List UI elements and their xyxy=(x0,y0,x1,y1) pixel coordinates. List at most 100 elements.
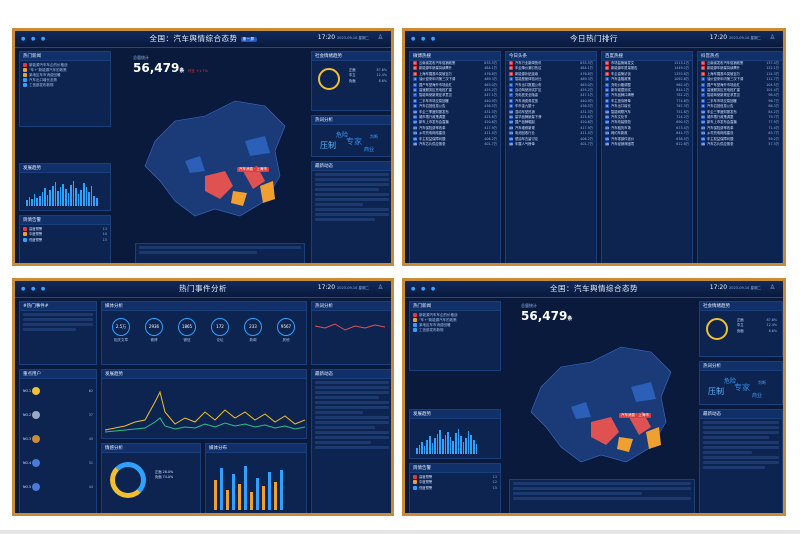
user-row[interactable]: NO.1 62 xyxy=(20,379,96,403)
ranking-item[interactable]: 8 车主投诉榜单 774.6万 xyxy=(602,98,692,104)
ranking-item[interactable]: 12 汽车改装规范 690.5万 xyxy=(602,120,692,125)
user-icon[interactable]: ♙ xyxy=(769,284,775,291)
ranking-value: 476.8万 xyxy=(484,71,497,76)
ranking-item[interactable]: 6 高速服务区充电桩扩建 455.2万 xyxy=(410,88,500,93)
ranking-item[interactable]: 4 油价迎来年内第三次下调 469.3万 xyxy=(410,77,500,82)
ranking-item[interactable]: 2 新能源车质量报告 1449.2万 xyxy=(602,66,692,71)
warning-row[interactable]: 高度预警 13 xyxy=(20,227,110,232)
ranking-item[interactable]: 16 车展人气榜单 401.7万 xyxy=(506,142,596,147)
ranking-item[interactable]: 15 车主权益保障问题 406.2万 xyxy=(410,136,500,142)
ranking-item[interactable]: 9 汽车召回信息公告 86.3万 xyxy=(698,104,782,109)
ranking-item[interactable]: 14 网约车新政 641.7万 xyxy=(602,131,692,136)
user-row[interactable]: NO.4 31 xyxy=(20,451,96,475)
metric-label: 微信 xyxy=(183,338,191,342)
user-icon[interactable]: ♙ xyxy=(769,34,775,41)
ranking-item[interactable]: 1 市场监管局发文 1513.1万 xyxy=(602,61,692,66)
ranking-item[interactable]: 15 汽车零部件涨价 638.5万 xyxy=(602,136,692,142)
news-item[interactable]: "车+"新能源汽车的政策 xyxy=(410,318,500,323)
ranking-item[interactable]: 12 国产品牌崛起 420.6万 xyxy=(506,120,596,125)
ranking-item[interactable]: 1 云南省发布汽车促销政策 137.4万 xyxy=(698,61,782,66)
ranking-item[interactable]: 4 汽车金融政策 1092.6万 xyxy=(602,77,692,82)
ranking-item[interactable]: 5 充电价格调整 962.4万 xyxy=(602,82,692,88)
ranking-item[interactable]: 10 智能网联汽车 751.8万 xyxy=(602,109,692,115)
header: ● ● ● 今日热门排行 17:20 2023-09-10 星期二 ♙ xyxy=(405,31,783,48)
user-icon[interactable]: ♙ xyxy=(377,34,383,41)
ranking-item[interactable]: 11 城市限行政策调整 425.8万 xyxy=(410,115,500,120)
ranking-item[interactable]: 10 车企三季度财报发布 84.2万 xyxy=(698,109,782,115)
ranking-item[interactable]: 5 国产车型海外市场走红 104.5万 xyxy=(698,82,782,88)
ranking-item[interactable]: 5 国产车型海外市场走红 463.0万 xyxy=(410,82,500,88)
ranking-item[interactable]: 11 城市限行政策调整 79.7万 xyxy=(698,115,782,120)
ranking-item[interactable]: 9 汽车召回信息公告 436.5万 xyxy=(410,104,500,109)
ranking-item[interactable]: 2 新能源车销量持续攀升 122.1万 xyxy=(698,66,782,71)
ranking-item[interactable]: 9 车市金九银十 436.5万 xyxy=(506,104,596,109)
ranking-item[interactable]: 3 上海车展观众突破百万 476.8万 xyxy=(410,71,500,77)
ranking-item[interactable]: 7 充电桩安全隐患 447.1万 xyxy=(506,93,596,98)
ranking-item[interactable]: 6 新车碰撞测试 844.1万 xyxy=(602,88,692,93)
menu-dots-icon[interactable]: ● ● ● xyxy=(21,36,48,42)
ranking-item[interactable]: 14 乡村充电网络建设 411.4万 xyxy=(410,131,500,136)
ranking-item[interactable]: 11 豪华品牌销量下滑 425.8万 xyxy=(506,115,596,120)
ranking-item[interactable]: 14 乡村充电网络建设 63.7万 xyxy=(698,131,782,136)
ranking-item[interactable]: 8 汽车消费券发放 440.9万 xyxy=(506,98,596,104)
ranking-item[interactable]: 7 汽车品牌口碑榜 781.2万 xyxy=(602,93,692,98)
rank-number: 16 xyxy=(605,142,609,147)
news-item[interactable]: 工信部发布新规 xyxy=(410,328,500,333)
warning-row[interactable]: 中度预警 12 xyxy=(410,480,500,485)
ranking-item[interactable]: 13 汽车保险费率改革 417.9万 xyxy=(410,125,500,131)
menu-dots-icon[interactable]: ● ● ● xyxy=(411,286,438,292)
ranking-item[interactable]: 16 汽车芯片供应紧张 57.5万 xyxy=(698,142,782,147)
user-row[interactable]: NO.3 45 xyxy=(20,427,96,451)
ranking-item[interactable]: 16 汽车经销商困境 612.8万 xyxy=(602,142,692,147)
ranking-item[interactable]: 1 汽车行业新闻快讯 835.5万 xyxy=(506,61,596,66)
ranking-item[interactable]: 5 汽车出口数据公布 463.0万 xyxy=(506,82,596,88)
ranking-item[interactable]: 4 油价迎来年内第三次下调 111.7万 xyxy=(698,77,782,82)
ranking-item[interactable]: 6 高速服务区充电桩扩建 101.4万 xyxy=(698,88,782,93)
ranking-item[interactable]: 7 智能驾驶新规征求意见 98.4万 xyxy=(698,93,782,98)
news-item[interactable]: 某地区车市消费回暖 xyxy=(410,323,500,328)
news-item[interactable]: 某地区车市消费回暖 xyxy=(20,73,110,78)
ranking-item[interactable]: 3 新能源补贴延续 476.8万 xyxy=(506,71,596,77)
news-item[interactable]: 新能源汽车车企的价格战 xyxy=(410,313,500,318)
ranking-item[interactable]: 2 新能源车销量持续攀升 484.1万 xyxy=(410,66,500,71)
user-row[interactable]: NO.5 44 xyxy=(20,475,96,499)
ranking-item[interactable]: 3 车企高管访谈 1355.8万 xyxy=(602,71,692,77)
warning-row[interactable]: 高度预警 13 xyxy=(410,475,500,480)
ranking-item[interactable]: 16 汽车芯片供应紧张 401.7万 xyxy=(410,142,500,147)
ranking-item[interactable]: 12 新车上市发布会直播 420.6万 xyxy=(410,120,500,125)
ranking-item[interactable]: 1 云南省发布汽车促销政策 835.5万 xyxy=(410,61,500,66)
menu-dots-icon[interactable]: ● ● ● xyxy=(21,286,48,292)
news-item[interactable]: 工信部发布新规 xyxy=(20,83,110,88)
warning-row[interactable]: 低度预警 15 xyxy=(410,485,500,491)
user-icon[interactable]: ♙ xyxy=(377,284,383,291)
ranking-item[interactable]: 8 二手车市场交易回暖 440.9万 xyxy=(410,98,500,104)
china-map[interactable] xyxy=(509,327,693,477)
ranking-item[interactable]: 14 电池回收行业 411.4万 xyxy=(506,131,596,136)
news-item[interactable]: 新能源汽车车企的价格战 xyxy=(20,63,110,68)
ranking-item[interactable]: 15 燃油车去留讨论 406.2万 xyxy=(506,136,596,142)
ranking-item[interactable]: 7 智能驾驶新规征求意见 447.1万 xyxy=(410,93,500,98)
news-item[interactable]: 汽车出口增长态势 xyxy=(20,78,110,83)
ranking-item[interactable]: 11 汽车文化节 724.2万 xyxy=(602,115,692,120)
menu-dots-icon[interactable]: ● ● ● xyxy=(411,36,438,42)
ranking-item[interactable]: 12 新车上市发布会直播 77.9万 xyxy=(698,120,782,125)
ranking-item[interactable]: 10 车企三季度财报发布 431.3万 xyxy=(410,109,500,115)
ranking-item[interactable]: 15 车主权益保障问题 59.2万 xyxy=(698,136,782,142)
warning-row[interactable]: 中度预警 10 xyxy=(20,232,110,237)
ranking-item[interactable]: 8 二手车市场交易回暖 96.7万 xyxy=(698,98,782,104)
ranking-item[interactable]: 13 汽车保险费率改革 71.4万 xyxy=(698,125,782,131)
ranking-item[interactable]: 6 自动驾驶测试扩区 455.2万 xyxy=(506,88,596,93)
ranking-item[interactable]: 4 智能座舱体验对比 469.3万 xyxy=(506,77,596,82)
ranking-item[interactable]: 9 汽车出口增长 767.3万 xyxy=(602,104,692,109)
news-item[interactable]: "车+"新能源汽车的政策 xyxy=(20,68,110,73)
warning-row[interactable]: 低度预警 15 xyxy=(20,237,110,243)
ranking-item[interactable]: 2 车企降价潮引热议 484.1万 xyxy=(506,66,596,71)
ranking-item[interactable]: 13 汽车维修新规 417.9万 xyxy=(506,125,596,131)
ranking-item[interactable]: 13 汽车租赁市场 673.4万 xyxy=(602,125,692,131)
ranking-item[interactable]: 3 上海车展观众突破百万 114.3万 xyxy=(698,71,782,77)
china-map[interactable] xyxy=(125,81,305,231)
page-divider xyxy=(0,530,800,534)
ranking-item[interactable]: 10 混动车型热销 431.3万 xyxy=(506,109,596,115)
user-row[interactable]: NO.2 37 xyxy=(20,403,96,427)
mood-gauge xyxy=(318,68,340,90)
